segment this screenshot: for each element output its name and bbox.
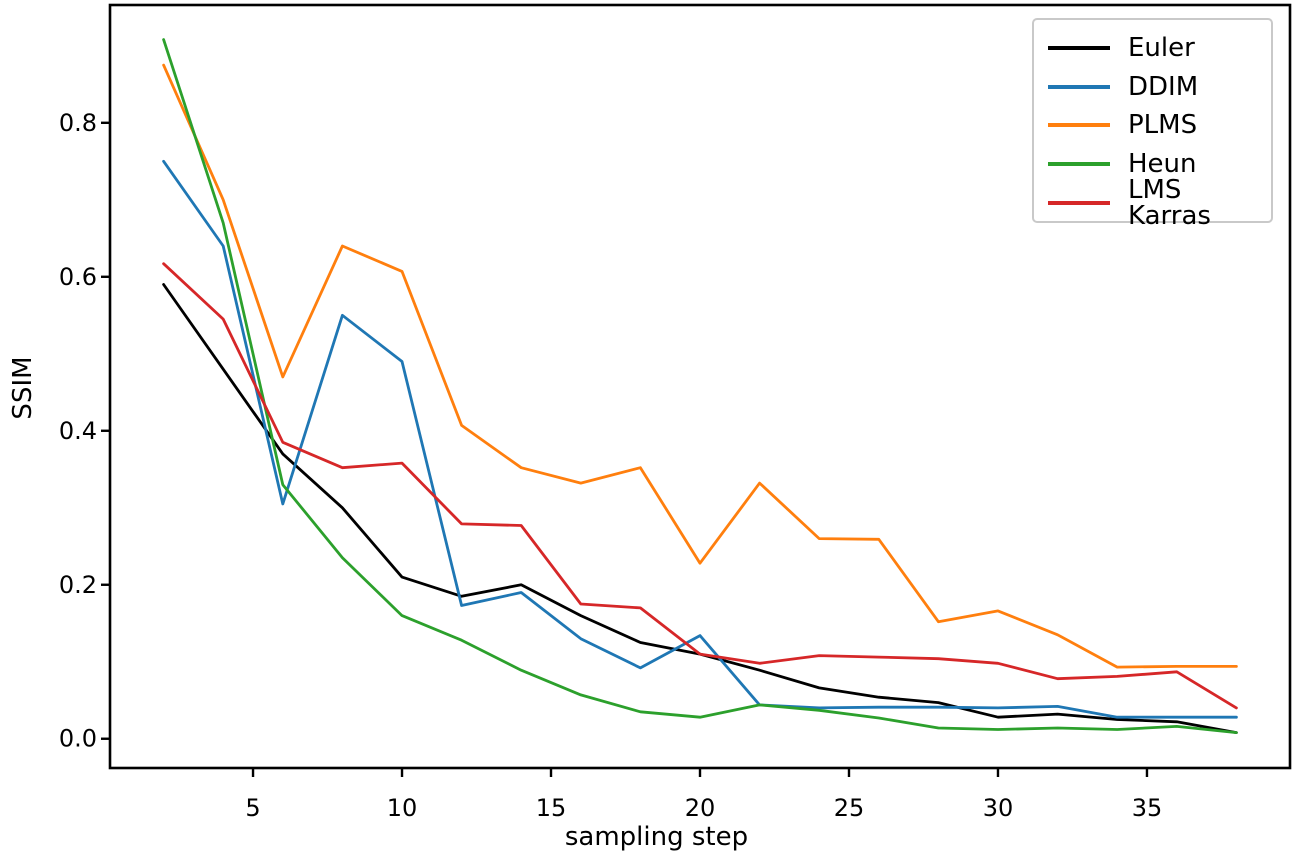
y-tick-label: 0.0	[59, 725, 97, 753]
legend-label: Euler	[1128, 33, 1195, 64]
legend-label: Heun	[1128, 149, 1197, 180]
series-line-euler	[162, 283, 1238, 734]
legend-item-euler: Euler	[1048, 29, 1271, 68]
x-tick-label: 10	[387, 794, 418, 822]
series-line-plms	[162, 63, 1238, 669]
x-tick-label: 15	[536, 794, 567, 822]
legend-item-ddim: DDIM	[1048, 68, 1271, 107]
ddim-line-swatch	[1048, 84, 1110, 89]
legend: Euler DDIM PLMS Heun LMS Karras	[1032, 18, 1273, 229]
x-tick-label: 20	[685, 794, 716, 822]
y-tick-label: 0.8	[59, 109, 97, 137]
y-axis-label: SSIM	[8, 356, 38, 420]
lms-karras-line-swatch	[1048, 200, 1110, 205]
legend-item-plms: PLMS	[1048, 106, 1271, 145]
x-tick-label: 5	[245, 794, 260, 822]
y-tick-label: 0.2	[59, 571, 97, 599]
x-tick-label: 25	[834, 794, 865, 822]
legend-label: DDIM	[1128, 71, 1199, 102]
x-axis-label: sampling step	[564, 822, 749, 852]
heun-line-swatch	[1048, 162, 1110, 167]
plms-line-swatch	[1048, 123, 1110, 128]
series-line-lms-karras	[162, 262, 1238, 710]
legend-item-heun: Heun	[1048, 145, 1271, 184]
legend-item-lms-karras: LMS Karras	[1048, 177, 1271, 229]
y-tick-label: 0.4	[59, 417, 97, 445]
legend-label: LMS Karras	[1128, 174, 1211, 231]
euler-line-swatch	[1048, 46, 1110, 51]
y-tick-label: 0.6	[59, 263, 97, 291]
series-line-heun	[162, 38, 1238, 734]
x-tick-label: 30	[983, 794, 1014, 822]
legend-label: PLMS	[1128, 110, 1198, 141]
x-tick-label: 35	[1132, 794, 1163, 822]
series-line-ddim	[162, 159, 1238, 719]
